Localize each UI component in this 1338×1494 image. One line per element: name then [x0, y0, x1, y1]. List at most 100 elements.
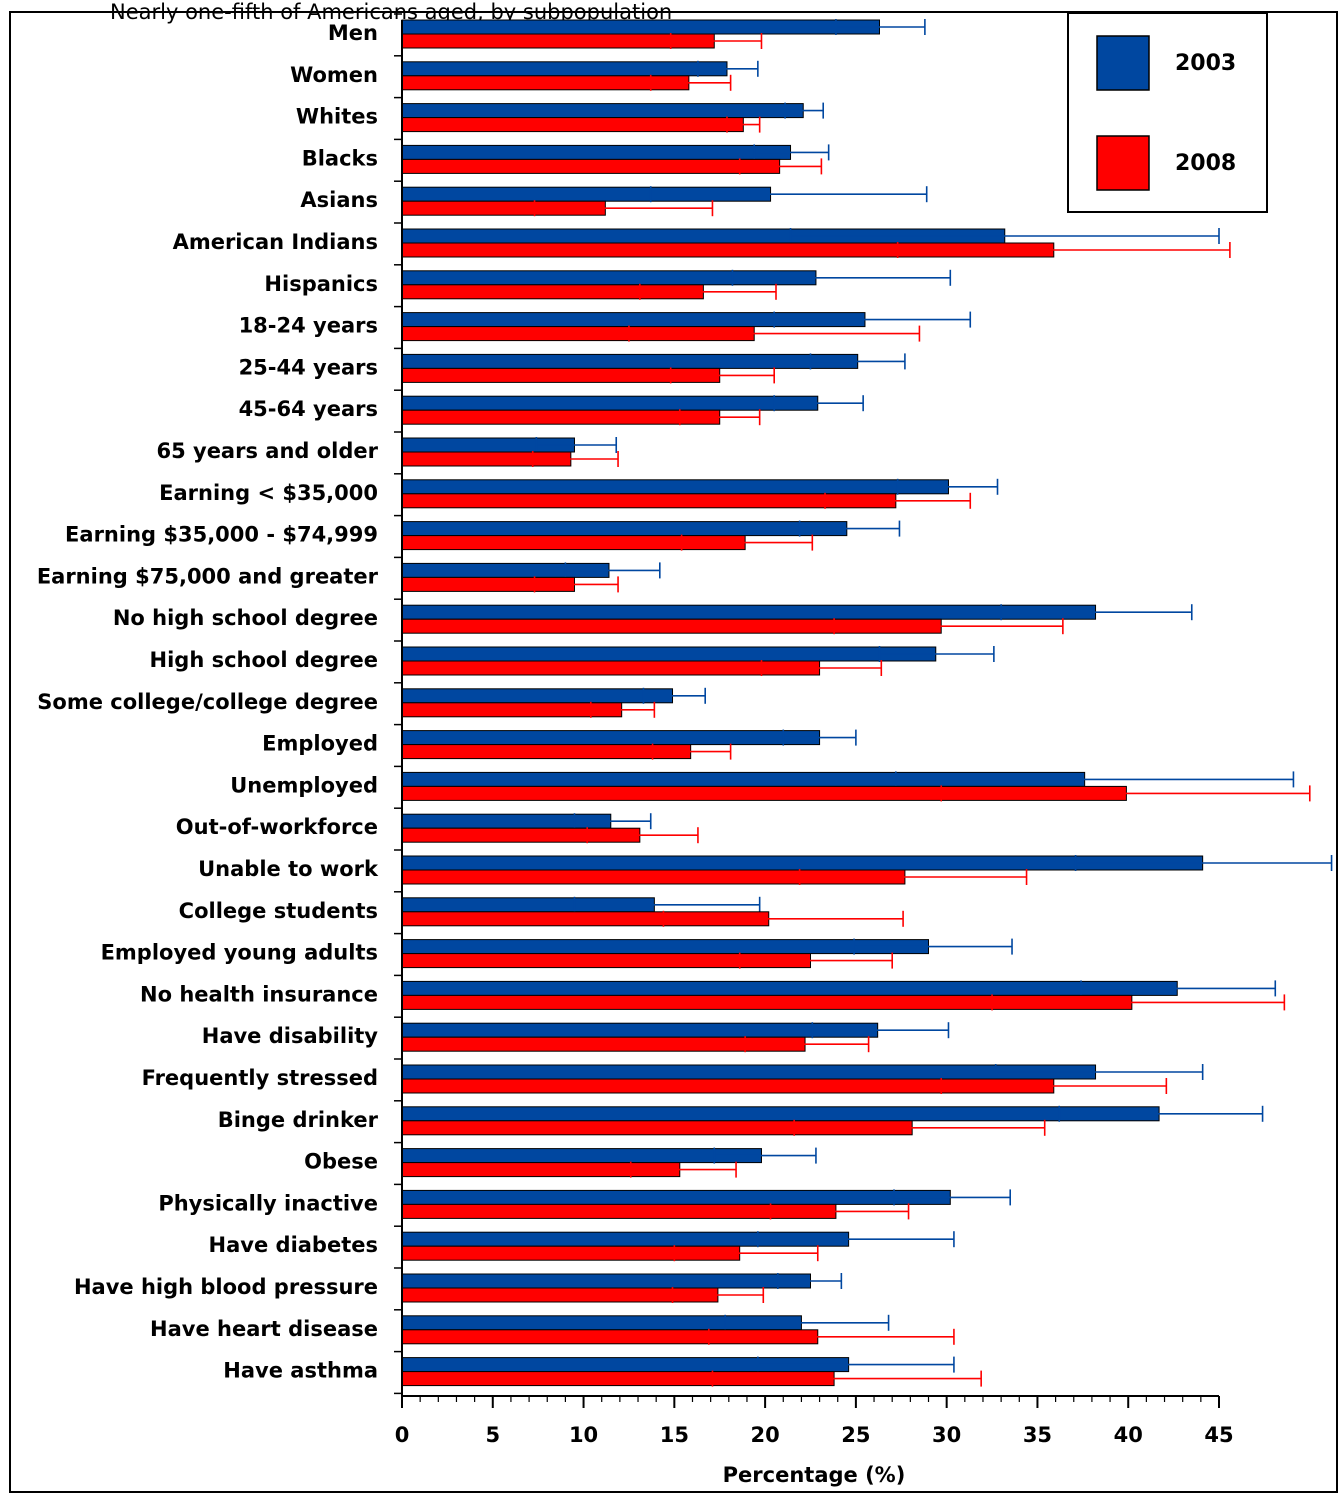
error-bar-2008-whites [726, 116, 761, 133]
category-label-no-health-insurance: No health insurance [140, 982, 378, 1006]
bar-2003-physically-inactive [401, 1189, 951, 1205]
error-bar-2008-high-school-degree [760, 660, 883, 676]
category-label-physically-inactive: Physically inactive [158, 1191, 378, 1215]
error-bar-2003-no-high-school-degree [1000, 604, 1193, 621]
category-label-blacks: Blacks [302, 146, 378, 170]
error-bar-2008-unable-to-work [798, 869, 1028, 885]
error-bar-2008-have-asthma [711, 1370, 982, 1387]
error-bar-2003-employed-young-adults [853, 938, 1013, 955]
category-label-have-disability: Have disability [202, 1024, 379, 1048]
error-bar-2008-college-students [662, 910, 904, 927]
error-bar-2008-blacks [738, 158, 823, 175]
x-tick-label-45: 45 [1204, 1423, 1233, 1447]
error-bar-2008-american-indians [896, 242, 1231, 258]
error-bar-2003-have-heart-disease [724, 1314, 890, 1331]
bar-2003-employed [401, 730, 821, 746]
error-bar-2003-college-students [573, 896, 761, 913]
error-bar-2003-no-health-insurance [1080, 980, 1277, 997]
category-label-45-64-years: 45-64 years [239, 397, 378, 421]
bar-2003-employed-young-adults [401, 939, 930, 955]
error-bar-2008-45-64-years [678, 409, 761, 426]
x-tick-label-10: 10 [569, 1423, 598, 1447]
category-label-unable-to-work: Unable to work [198, 857, 379, 881]
error-bar-2003-have-diabetes [757, 1231, 955, 1248]
bar-2008-employed [401, 744, 692, 760]
category-label-18-24-years: 18-24 years [239, 314, 378, 338]
error-bar-2003-unemployed [895, 771, 1295, 788]
category-labels: Men Women Whites Blacks Asians American India… [37, 21, 379, 1383]
x-tick-label-35: 35 [1023, 1423, 1052, 1447]
error-bar-2008-women [649, 74, 732, 91]
error-bar-2003-earning-35-000-74-999 [798, 520, 901, 537]
error-bar-2003-earning-35-000 [896, 478, 999, 495]
error-bar-2003-high-school-degree [878, 646, 995, 662]
category-label-65-years-and-older: 65 years and older [156, 439, 378, 463]
bar-2003-obese [401, 1148, 762, 1164]
bar-2003-whites [401, 103, 804, 119]
error-bar-2008-earning-35-000 [824, 492, 972, 509]
x-tick-label-15: 15 [660, 1423, 689, 1447]
category-label-unemployed: Unemployed [230, 773, 378, 797]
error-bar-2008-asians [533, 200, 714, 217]
bar-2003-25-44-years [401, 353, 859, 369]
error-bar-2008-no-health-insurance [991, 994, 1286, 1011]
category-label-asians: Asians [300, 188, 378, 212]
bar-2003-some-college-college-degree [401, 688, 674, 704]
error-bar-2008-have-diabetes [673, 1245, 819, 1262]
bar-2003-45-64-years [401, 395, 819, 411]
category-label-earning-35-000: Earning < $35,000 [159, 481, 378, 505]
category-label-no-high-school-degree: No high school degree [113, 606, 378, 630]
error-bar-2008-65-years-and-older [531, 451, 619, 467]
error-bar-2003-women [697, 60, 759, 77]
error-bar-2008-physically-inactive [769, 1203, 910, 1220]
error-bar-2003-have-disability [811, 1022, 950, 1039]
category-label-earning-75-000-and-greater: Earning $75,000 and greater [37, 564, 379, 588]
bar-2003-no-high-school-degree [401, 604, 1097, 620]
category-label-have-high-blood-pressure: Have high blood pressure [74, 1275, 378, 1299]
bar-2003-frequently-stressed [401, 1064, 1097, 1080]
bar-2008-have-high-blood-pressure [401, 1287, 719, 1303]
category-label-some-college-college-degree: Some college/college degree [37, 690, 378, 714]
error-bar-2008-obese [629, 1161, 737, 1178]
bar-2003-blacks [401, 144, 792, 160]
error-bar-2003-have-asthma [757, 1356, 955, 1373]
error-bar-2003-earning-75-000-and-greater [564, 562, 661, 579]
bar-2003-earning-35-000-74-999 [401, 521, 848, 537]
chart-frame [9, 11, 1338, 1493]
category-label-have-asthma: Have asthma [223, 1359, 378, 1383]
category-label-men: Men [328, 21, 378, 45]
legend-swatch-2003 [1096, 35, 1150, 91]
error-bar-2008-25-44-years [669, 367, 775, 384]
error-bar-2008-hispanics [639, 283, 777, 300]
error-bar-2003-employed [782, 729, 857, 746]
error-bar-2008-some-college-college-degree [590, 701, 656, 718]
bar-2008-45-64-years [401, 409, 721, 425]
error-bar-2003-blacks [753, 144, 830, 161]
error-bar-2003-men [835, 19, 926, 35]
error-bar-2003-25-44-years [809, 353, 906, 370]
category-label-25-44-years: 25-44 years [239, 355, 378, 379]
error-bar-2003-frequently-stressed [994, 1064, 1204, 1080]
category-label-out-of-workforce: Out-of-workforce [176, 815, 378, 839]
category-label-women: Women [290, 63, 378, 87]
category-label-college-students: College students [179, 899, 378, 923]
bar-2003-have-disability [401, 1022, 879, 1038]
legend: 2003 2008 [1067, 12, 1268, 213]
error-bar-2008-have-heart-disease [708, 1328, 955, 1345]
category-label-obese: Obese [304, 1150, 378, 1174]
category-label-employed-young-adults: Employed young adults [101, 941, 378, 965]
error-bar-2008-18-24-years [628, 325, 921, 342]
x-tick-label-25: 25 [841, 1423, 870, 1447]
error-bar-2003-hispanics [731, 269, 952, 286]
bar-2003-have-high-blood-pressure [401, 1273, 811, 1289]
bar-2003-earning-35-000 [401, 479, 949, 495]
error-bar-2003-18-24-years [773, 311, 972, 328]
bar-2008-some-college-college-degree [401, 702, 623, 718]
error-bar-2003-have-high-blood-pressure [777, 1273, 843, 1289]
x-tick-label-0: 0 [395, 1423, 410, 1447]
error-bar-2003-45-64-years [773, 395, 864, 412]
error-bar-2003-physically-inactive [893, 1189, 1012, 1206]
x-tick-label-30: 30 [932, 1423, 961, 1447]
bars-layer [401, 19, 1333, 1387]
